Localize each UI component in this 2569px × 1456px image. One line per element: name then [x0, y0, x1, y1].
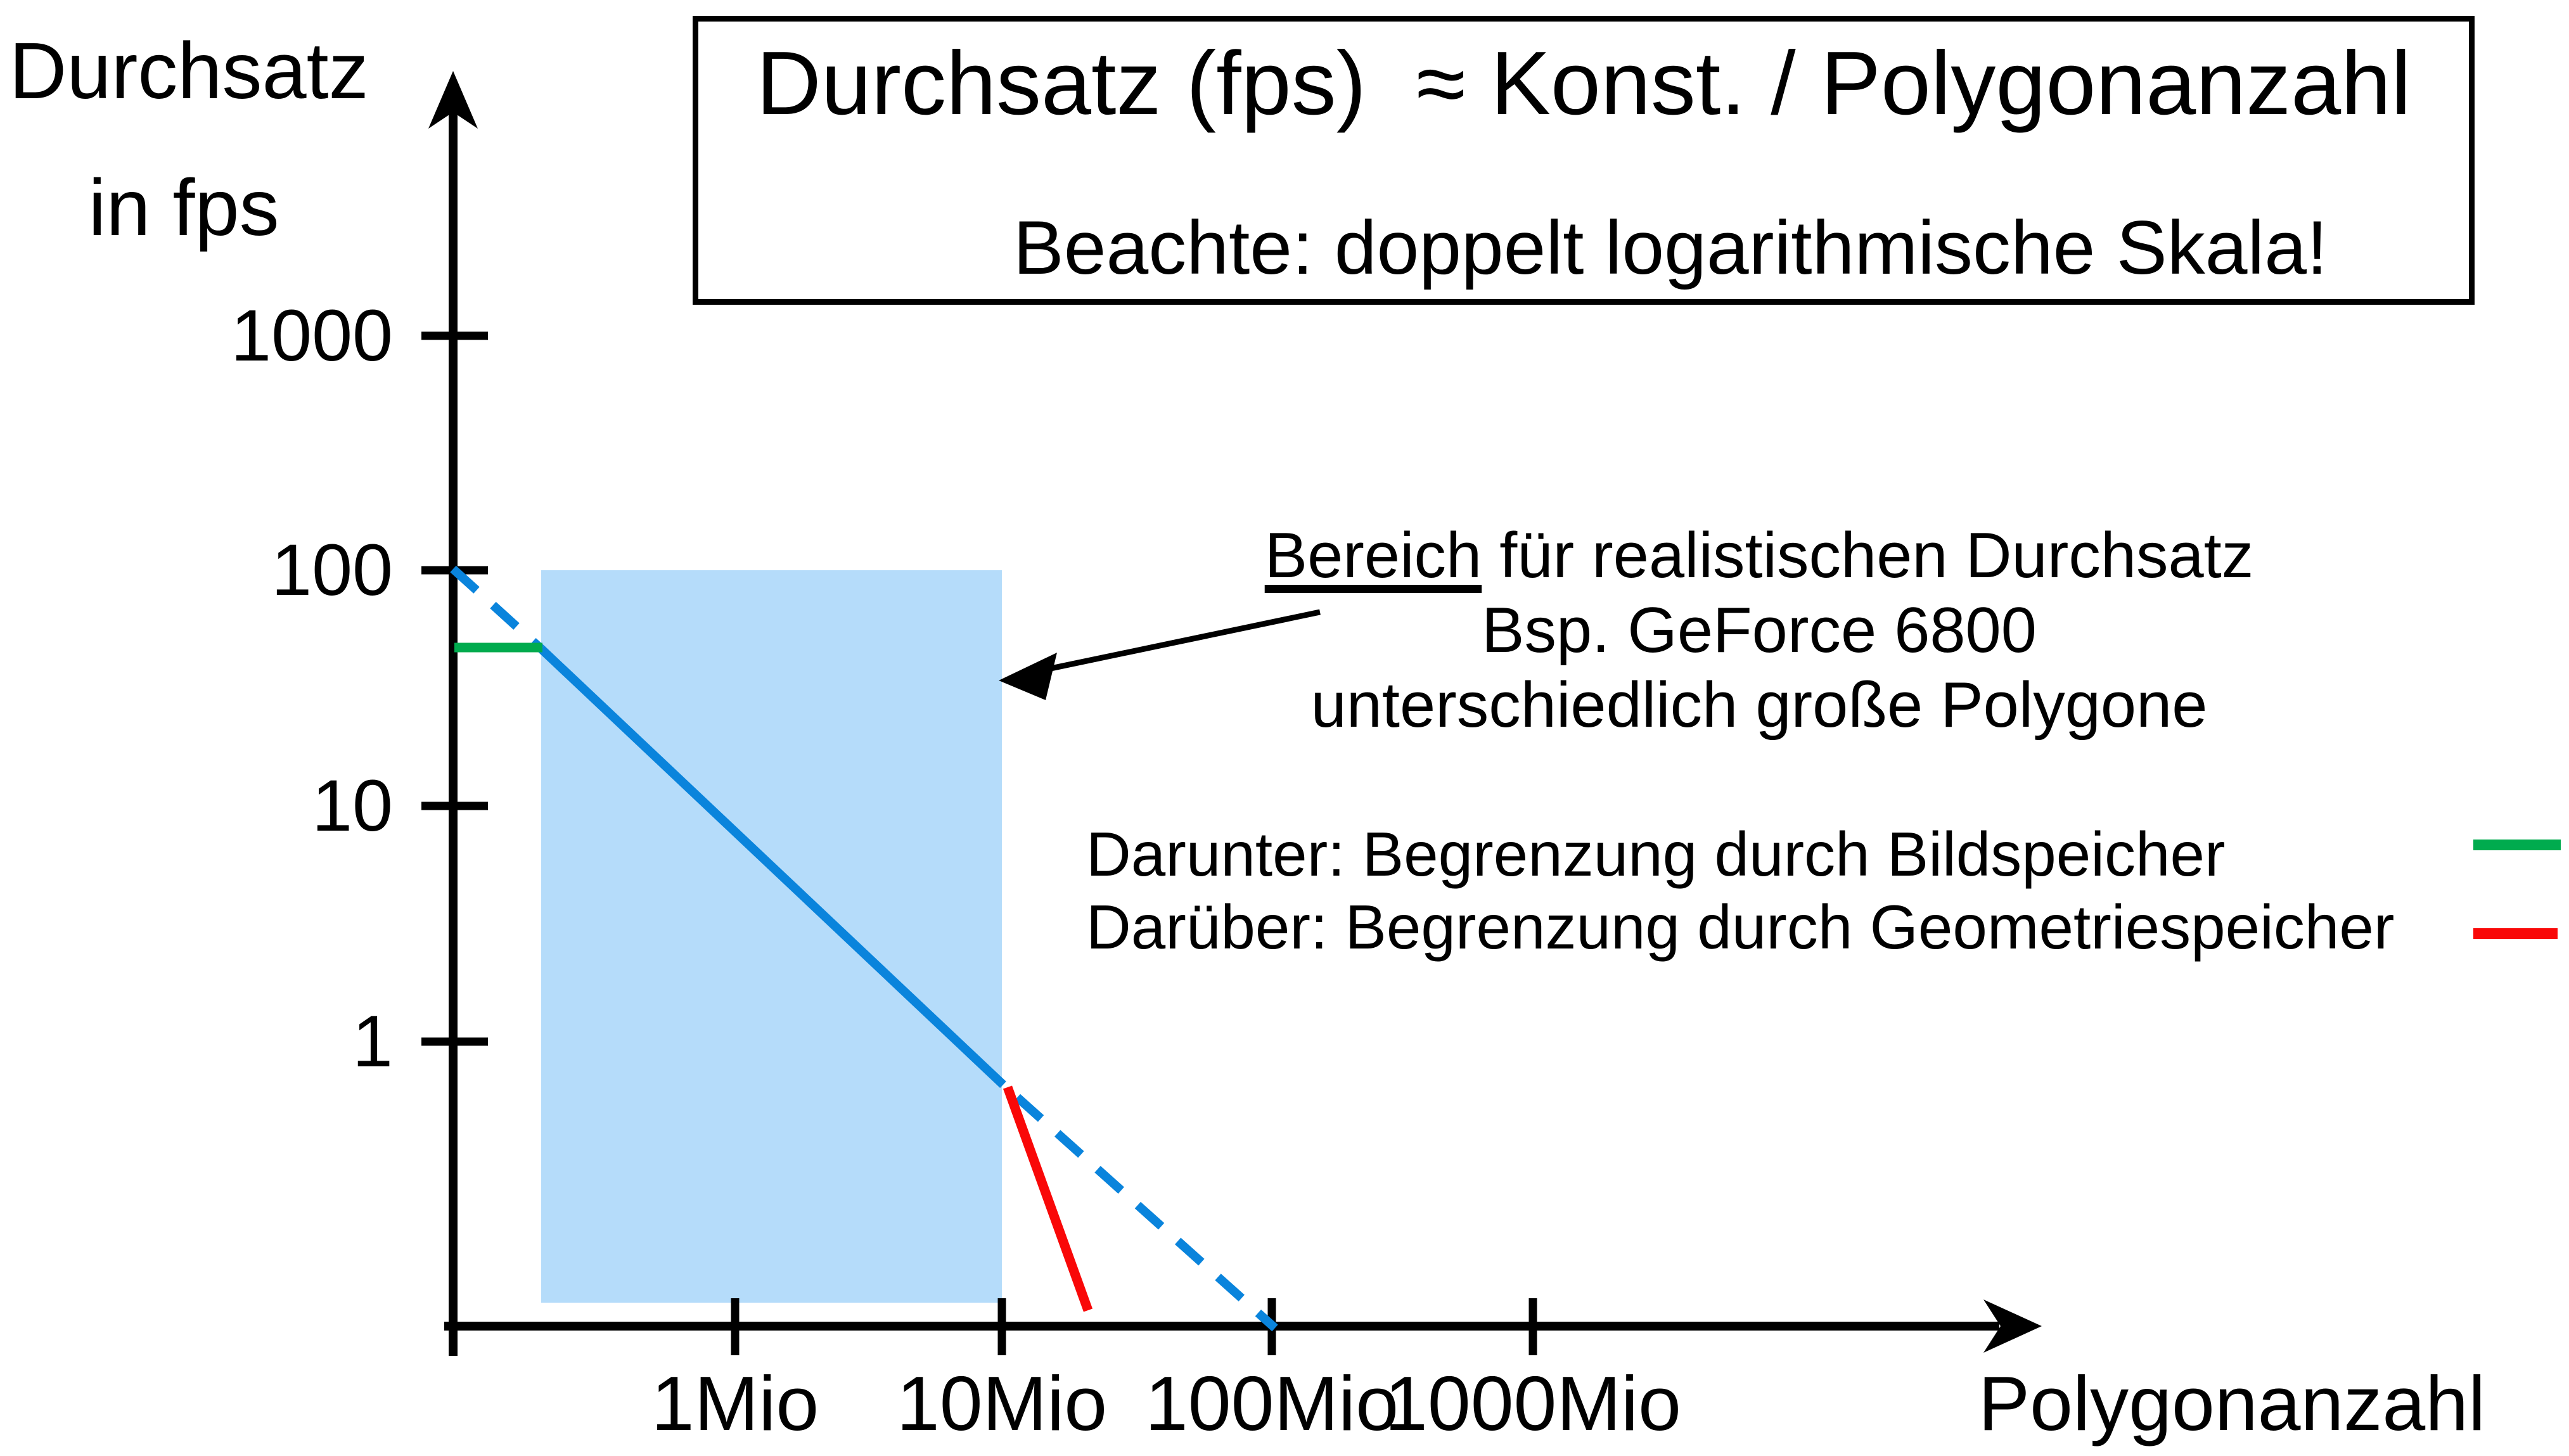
y-tick-label-100: 100 — [271, 530, 393, 611]
legend-label-geometriespeicher: Darüber: Begrenzung durch Geometriespeic… — [1086, 892, 2395, 962]
geometry-limit-line — [1003, 1085, 1093, 1312]
formula-title: Durchsatz (fps) ≈ Konst. / Polygonanzahl — [756, 33, 2411, 134]
annotation-line2: Bsp. GeForce 6800 — [1482, 595, 2037, 666]
annotation-line3: unterschiedlich große Polygone — [1310, 670, 2208, 741]
x-axis-title: Polygonanzahl — [1978, 1360, 2486, 1446]
annotation-arrow-head-icon — [999, 653, 1057, 700]
y-tick-label-1: 1 — [352, 1001, 393, 1082]
legend-label-bildspeicher: Darunter: Begrenzung durch Bildspeicher — [1086, 819, 2226, 889]
annotation-line1: Bereich für realistischen Durchsatz — [1125, 519, 2393, 592]
x-tick-label-1mio: 1Mio — [651, 1360, 819, 1446]
y-axis-title-line2: in fps — [88, 163, 279, 252]
realistic-region — [541, 570, 1002, 1303]
legend-swatch-red — [2473, 928, 2558, 939]
legend-swatch-green — [2473, 840, 2561, 850]
x-axis-arrow-icon — [1983, 1300, 2042, 1353]
formula-box — [693, 16, 2475, 305]
throughput-line-solid — [538, 645, 1006, 1089]
annotation-arrow-line — [1041, 609, 1321, 674]
y-tick-label-1000: 1000 — [231, 295, 393, 376]
y-axis-arrow-icon — [428, 71, 478, 129]
x-tick-label-1000mio: 1000Mio — [1385, 1360, 1681, 1446]
y-axis-title-line1: Durchsatz — [9, 26, 369, 115]
x-tick-label-10mio: 10Mio — [896, 1360, 1108, 1446]
ideal-line-dashed-left — [450, 565, 544, 653]
x-tick-label-100mio: 100Mio — [1144, 1360, 1399, 1446]
annotation-underlined-word: Bereich — [1264, 520, 1482, 591]
y-tick-label-10: 10 — [312, 765, 393, 846]
annotation-line1-rest: für realistischen Durchsatz — [1482, 520, 2254, 591]
formula-note: Beachte: doppelt logarithmische Skala! — [1013, 205, 2328, 290]
ideal-line-dashed-right — [1000, 1081, 1278, 1332]
